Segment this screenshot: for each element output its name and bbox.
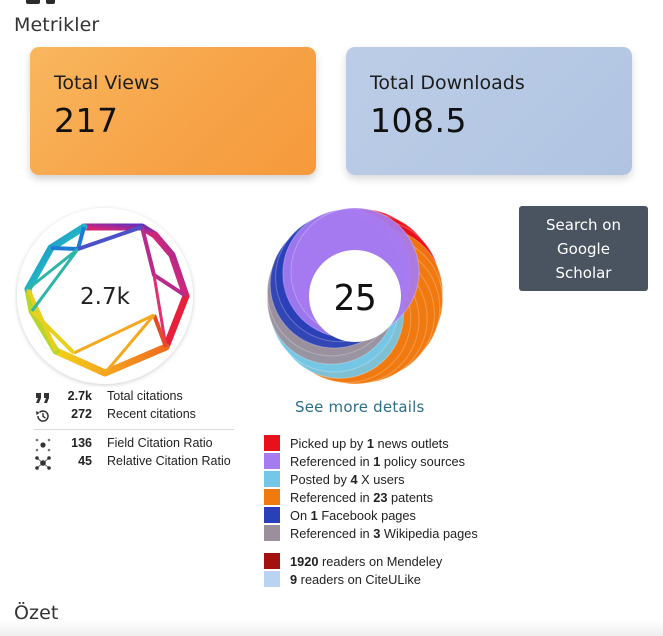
- legend-suffix: Wikipedia pages: [380, 526, 478, 541]
- citations-divider: [34, 429, 234, 430]
- legend-text: Referenced in 23 patents: [290, 490, 433, 505]
- recent-citations-label: Recent citations: [107, 407, 196, 421]
- legend-count: 1: [373, 454, 381, 469]
- legend-prefix: Picked up by: [290, 436, 367, 451]
- legend-suffix: policy sources: [380, 454, 465, 469]
- altmetric-donut[interactable]: 25: [263, 205, 447, 389]
- scholar-button-line-3: Scholar: [555, 264, 612, 282]
- scholar-button-line-2: Google: [557, 240, 610, 258]
- legend-suffix: X users: [357, 472, 405, 487]
- legend-suffix: Facebook pages: [317, 508, 416, 523]
- legend-text: Picked up by 1 news outlets: [290, 436, 449, 451]
- see-more-details-link[interactable]: See more details: [295, 398, 425, 416]
- legend-suffix: readers on CiteULike: [297, 572, 421, 587]
- legend-suffix: news outlets: [373, 436, 449, 451]
- recent-citations-value: 272: [71, 407, 92, 421]
- total-downloads-value: 108.5: [370, 101, 467, 140]
- relative-citation-ratio-value: 45: [78, 454, 92, 468]
- relative-ratio-icon: [35, 456, 51, 470]
- scholar-button-line-1: Search on: [546, 216, 621, 234]
- total-views-value: 217: [54, 101, 119, 140]
- dimensions-badge-value: 2.7k: [80, 284, 131, 310]
- total-citations-row: 2.7k Total citations: [34, 389, 234, 407]
- legend-swatch: [264, 525, 280, 541]
- total-views-card: Total Views 217: [30, 47, 316, 175]
- total-citations-value: 2.7k: [67, 389, 92, 403]
- legend-text: Referenced in 1 policy sources: [290, 454, 465, 469]
- field-citation-ratio-row: 136 Field Citation Ratio: [34, 436, 234, 454]
- relative-citation-ratio-label: Relative Citation Ratio: [107, 454, 231, 468]
- field-citation-ratio-value: 136: [71, 436, 92, 450]
- legend-prefix: Referenced in: [290, 490, 374, 505]
- legend-text: 1920 readers on Mendeley: [290, 554, 442, 569]
- altmetric-donut-center: [309, 250, 401, 342]
- legend-count: 1: [366, 436, 374, 451]
- legend-swatch: [264, 471, 280, 487]
- search-google-scholar-button[interactable]: Search on Google Scholar: [519, 206, 648, 291]
- summary-title: Özet: [14, 602, 59, 624]
- legend-swatch: [264, 489, 280, 505]
- legend-suffix: patents: [387, 490, 434, 505]
- legend-prefix: Referenced in: [290, 526, 374, 541]
- legend-swatch: [264, 571, 280, 587]
- legend-suffix: readers on Mendeley: [318, 554, 443, 569]
- total-views-label: Total Views: [54, 72, 160, 94]
- legend-count: 9: [290, 572, 298, 587]
- legend-prefix: On: [290, 508, 311, 523]
- quote-icon: [36, 393, 49, 403]
- legend-prefix: Posted by: [290, 472, 351, 487]
- legend-swatch: [264, 453, 280, 469]
- legend-count: 1: [310, 508, 318, 523]
- field-citation-ratio-label: Field Citation Ratio: [107, 436, 213, 450]
- relative-citation-ratio-row: 45 Relative Citation Ratio: [34, 454, 234, 472]
- legend-text: 9 readers on CiteULike: [290, 572, 421, 587]
- field-ratio-icon: [35, 438, 51, 452]
- legend-count: 23: [373, 490, 388, 505]
- metrics-title: Metrikler: [14, 14, 100, 36]
- total-downloads-label: Total Downloads: [370, 72, 525, 94]
- legend-swatch: [264, 507, 280, 523]
- legend-text: Posted by 4 X users: [290, 472, 405, 487]
- recent-citations-row: 272 Recent citations: [34, 407, 234, 425]
- altmetric-score: 25: [333, 278, 376, 319]
- legend-swatch: [264, 553, 280, 569]
- total-downloads-card: Total Downloads 108.5: [346, 47, 632, 175]
- bottom-fade: [0, 620, 663, 636]
- cropped-heading-fragment: [26, 0, 64, 4]
- legend-text: Referenced in 3 Wikipedia pages: [290, 526, 478, 541]
- dimensions-badge[interactable]: 2.7k: [14, 205, 196, 387]
- legend-swatch: [264, 435, 280, 451]
- legend-count: 3: [373, 526, 381, 541]
- history-icon: [36, 410, 49, 422]
- legend-count: 4: [350, 472, 358, 487]
- legend-prefix: Referenced in: [290, 454, 374, 469]
- legend-text: On 1 Facebook pages: [290, 508, 416, 523]
- legend-count: 1920: [290, 554, 319, 569]
- total-citations-label: Total citations: [107, 389, 183, 403]
